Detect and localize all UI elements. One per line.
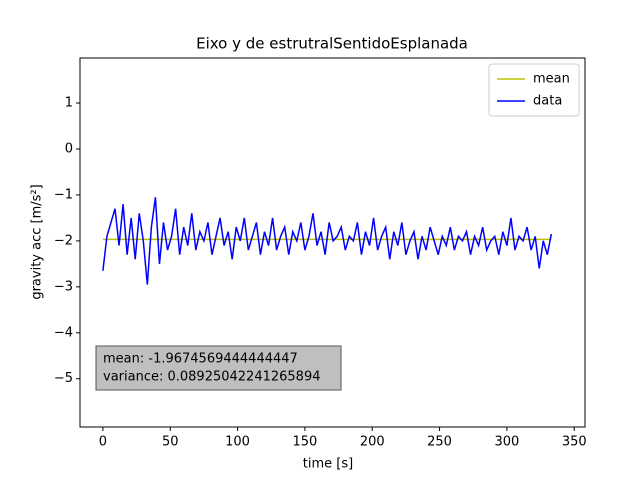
x-tick-label: 150 bbox=[292, 435, 317, 450]
stats-text: mean: -1.9674569444444447 bbox=[103, 352, 298, 367]
y-axis-label: gravity acc [m/s²] bbox=[30, 184, 45, 299]
legend-label: data bbox=[533, 94, 562, 109]
x-tick-label: 0 bbox=[99, 435, 107, 450]
y-tick-label: 0 bbox=[65, 141, 73, 156]
stats-text: variance: 0.08925042241265894 bbox=[103, 370, 321, 385]
y-tick-label: −3 bbox=[54, 279, 73, 294]
y-tick-label: −4 bbox=[54, 325, 73, 340]
plot-frame bbox=[79, 57, 586, 428]
legend-label: mean bbox=[533, 72, 570, 87]
stats-box bbox=[95, 345, 342, 391]
y-tick-label: −2 bbox=[54, 233, 73, 248]
legend-box bbox=[488, 63, 580, 117]
line-series bbox=[102, 197, 553, 285]
x-axis-label: time [s] bbox=[303, 457, 353, 472]
x-tick-label: 100 bbox=[225, 435, 250, 450]
x-tick-label: 350 bbox=[562, 435, 587, 450]
x-tick-label: 300 bbox=[494, 435, 519, 450]
x-tick-label: 250 bbox=[427, 435, 452, 450]
chart-title: Eixo y de estrutralSentidoEsplanada bbox=[196, 35, 468, 53]
y-tick-label: −1 bbox=[54, 187, 73, 202]
y-tick-label: 1 bbox=[65, 96, 73, 111]
y-tick-label: −5 bbox=[54, 371, 73, 386]
x-tick-label: 200 bbox=[360, 435, 385, 450]
x-tick-label: 50 bbox=[162, 435, 179, 450]
